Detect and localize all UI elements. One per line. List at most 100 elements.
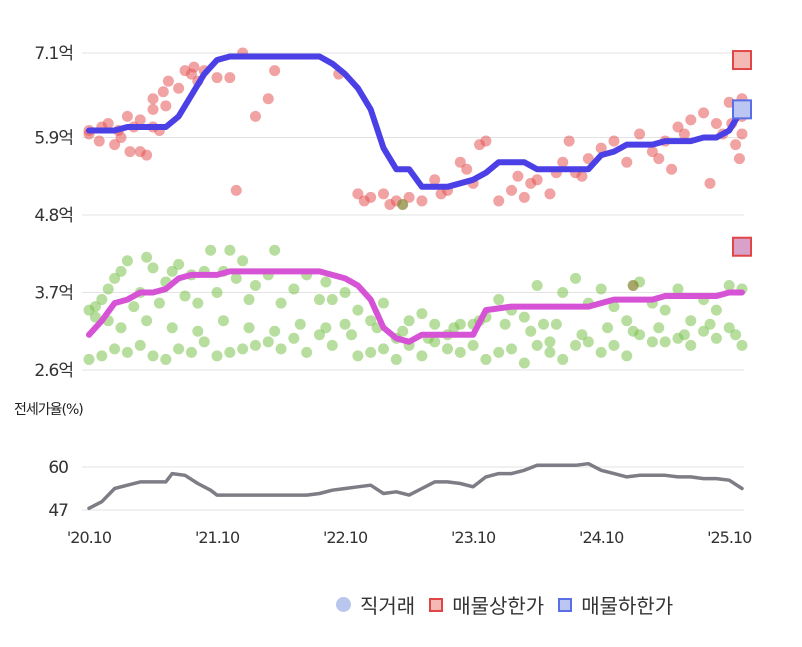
listing-markers [732,50,752,257]
sale-deal-point [269,65,281,77]
jeonse-deal-point [499,318,511,330]
sub-y-tick-label: 60 [48,458,68,478]
jeonse-deal-point [134,339,146,351]
jeonse-deal-point [128,301,140,313]
x-tick-label: '24.10 [579,528,624,547]
jeonse-listing-marker [732,236,752,257]
x-tick-label: '23.10 [451,528,496,547]
jeonse-deal-point [269,325,281,337]
sale-deal-point [249,110,261,122]
jeonse-deal-point [185,346,197,358]
sale-deal-point [512,170,524,182]
jeonse-deal-point [352,304,364,316]
y-tick-label: 2.6억 [34,361,73,381]
jeonse-deal-point [96,294,108,306]
x-tick-label: '21.10 [195,528,240,547]
jeonse-deal-point [109,343,121,355]
jeonse-deal-point [608,339,620,351]
jeonse-deal-point [646,336,658,348]
sale-deal-point [109,139,121,151]
jeonse-deal-point [736,339,748,351]
jeonse-deal-point [326,294,338,306]
y-axis-ticks: 7.1억 5.9억 4.8억 3.7억 2.6억 [34,44,74,381]
sale-deal-point [365,191,377,203]
jeonse-deal-point [243,294,255,306]
sale-deal-point [493,195,505,207]
jeonse-deal-point [531,279,543,291]
y-tick-label: 4.8억 [34,206,73,226]
sale-deal-point [188,61,200,73]
jeonse-deal-point [288,332,300,344]
jeonse-deal-point [96,350,108,362]
jeonse-deal-point [262,336,274,348]
lower-price-marker [732,99,752,120]
jeonse-deal-point [723,322,735,334]
jeonse-deal-point [89,301,101,313]
sale-deal-point [211,72,223,84]
jeonse-deal-point [416,350,428,362]
jeonse-deal-point [89,311,101,323]
sale-deal-point [666,163,678,175]
sale-deal-point [621,156,633,168]
jeonse-deal-point [377,297,389,309]
legend-item-direct-deal[interactable]: 직거래 [336,590,415,619]
jeonse-deal-point [582,336,594,348]
jeonse-deal-point [570,272,582,284]
jeonse-deal-point [115,322,127,334]
sub-grid-lines [82,466,744,511]
jeonse-deal-point [147,262,159,274]
jeonse-deal-point [704,318,716,330]
jeonse-deal-point [320,276,332,288]
jeonse-deal-point [698,325,710,337]
legend-square-icon [558,597,573,612]
jeonse-deal-point [518,357,530,369]
sale-deal-point [124,146,136,158]
sale-deal-point [102,117,114,129]
upper-price-marker [732,50,752,71]
sale-deal-point [685,114,697,126]
jeonse-deal-point [710,304,722,316]
sale-deal-point [416,195,428,207]
jeonse-deal-point [294,318,306,330]
jeonse-deal-point [326,339,338,351]
jeonse-price-line [86,268,745,345]
x-tick-label: '22.10 [323,528,368,547]
legend-label: 매물상한가 [452,594,545,618]
sale-deal-point [608,135,620,147]
jeonse-deal-point [192,297,204,309]
jeonse-deal-point [339,287,351,299]
jeonse-deal-point [659,336,671,348]
jeonse-deal-point [109,272,121,284]
jeonse-deal-point [570,339,582,351]
sale-deal-point [454,156,466,168]
jeonse-deal-point [339,318,351,330]
legend-item-upper-price[interactable]: 매물상한가 [429,590,544,619]
sale-deal-point [173,82,185,94]
jeonse-deal-point [403,315,415,327]
jeonse-deal-point [557,287,569,299]
jeonse-deal-point [685,315,697,327]
jeonse-deal-point [121,346,133,358]
jeonse-deal-point [352,350,364,362]
sub-y-axis-ticks: 60 47 [48,458,69,521]
jeonse-deal-point [557,353,569,365]
sale-deal-point [557,156,569,168]
legend-label: 매물하한가 [581,594,674,618]
jeonse-deal-point [173,258,185,270]
sale-deal-point [262,93,274,105]
sale-deal-point [506,184,518,196]
jeonse-deal-point [141,251,153,263]
jeonse-deal-point [224,244,236,256]
jeonse-deal-point [301,346,313,358]
jeonse-deal-point [493,346,505,358]
sale-deal-point [672,121,684,133]
jeonse-deal-point [121,255,133,267]
scatter-points [83,47,748,369]
jeonse-deal-point [147,350,159,362]
jeonse-deal-point [480,353,492,365]
jeonse-deal-point [602,322,614,334]
jeonse-deal-point [192,325,204,337]
jeonse-deal-point [179,290,191,302]
legend-item-lower-price[interactable]: 매물하한가 [558,590,673,619]
